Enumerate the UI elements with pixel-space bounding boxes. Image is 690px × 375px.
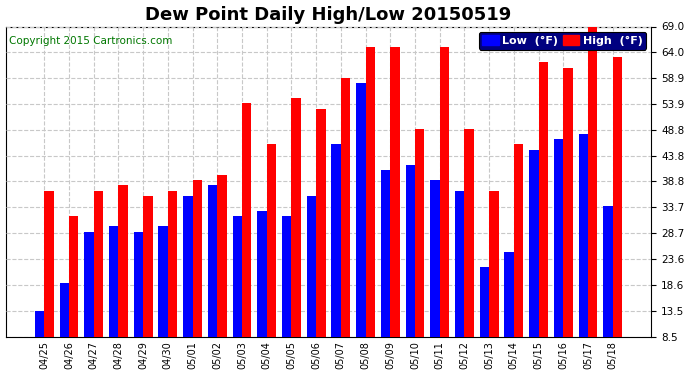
Bar — [431, 180, 440, 375]
Bar — [406, 165, 415, 375]
Bar — [381, 170, 391, 375]
Bar — [168, 190, 177, 375]
Bar — [44, 190, 54, 375]
Bar — [563, 68, 573, 375]
Bar — [282, 216, 291, 375]
Bar — [464, 129, 474, 375]
Bar — [134, 231, 143, 375]
Bar — [242, 104, 251, 375]
Bar — [208, 185, 217, 375]
Bar — [504, 252, 514, 375]
Bar — [514, 144, 523, 375]
Bar — [603, 206, 613, 375]
Bar — [307, 196, 316, 375]
Bar — [579, 134, 588, 375]
Bar — [613, 57, 622, 375]
Bar — [366, 47, 375, 375]
Bar — [539, 62, 548, 375]
Bar — [489, 190, 499, 375]
Bar — [184, 196, 193, 375]
Bar — [69, 216, 79, 375]
Bar — [143, 196, 152, 375]
Bar — [440, 47, 449, 375]
Bar — [316, 108, 326, 375]
Text: Copyright 2015 Cartronics.com: Copyright 2015 Cartronics.com — [9, 36, 172, 46]
Bar — [59, 283, 69, 375]
Bar — [193, 180, 202, 375]
Bar — [341, 78, 351, 375]
Bar — [119, 185, 128, 375]
Bar — [331, 144, 341, 375]
Bar — [455, 190, 464, 375]
Bar — [291, 98, 301, 375]
Bar — [217, 175, 227, 375]
Bar — [84, 231, 94, 375]
Bar — [94, 190, 103, 375]
Bar — [267, 144, 276, 375]
Bar — [415, 129, 424, 375]
Bar — [233, 216, 242, 375]
Bar — [257, 211, 267, 375]
Bar — [159, 226, 168, 375]
Bar — [529, 150, 539, 375]
Bar — [588, 27, 598, 375]
Legend: Low  (°F), High  (°F): Low (°F), High (°F) — [479, 32, 646, 50]
Bar — [480, 267, 489, 375]
Title: Dew Point Daily High/Low 20150519: Dew Point Daily High/Low 20150519 — [146, 6, 512, 24]
Bar — [35, 311, 44, 375]
Bar — [554, 139, 563, 375]
Bar — [109, 226, 119, 375]
Bar — [356, 83, 366, 375]
Bar — [391, 47, 400, 375]
